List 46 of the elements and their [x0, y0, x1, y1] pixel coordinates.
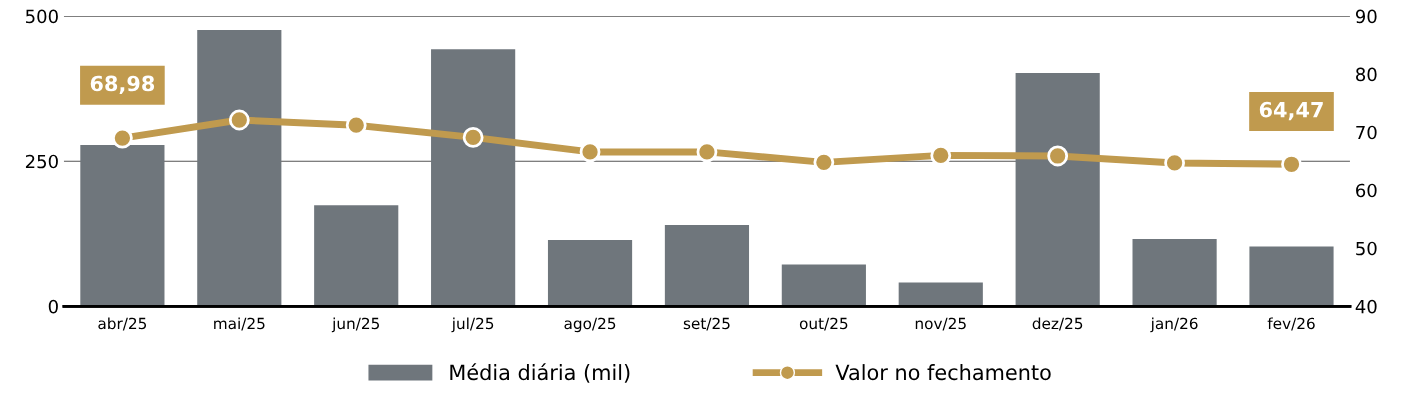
bar: [547, 240, 633, 307]
x-tick-label: ago/25: [564, 317, 616, 333]
legend-label: Valor no fechamento: [835, 364, 1051, 381]
legend-label: Média diária (mil): [450, 363, 630, 383]
bar: [1132, 238, 1217, 307]
bar: [781, 264, 866, 307]
y2-tick-label: 90: [1355, 9, 1377, 24]
x-tick-label: mai/25: [214, 317, 265, 331]
point: [579, 141, 601, 163]
y2-tick-label: 60: [1356, 183, 1377, 198]
x-tick-label: jun/25: [331, 317, 379, 333]
x-tick-label: nov/25: [915, 317, 966, 331]
point: [930, 144, 952, 166]
y-tick-label: 500: [26, 9, 58, 24]
x-tick-label: fev/26: [1267, 317, 1315, 331]
x-tick-label: dez/25: [1032, 317, 1083, 331]
y2-tick-label: 70: [1356, 125, 1377, 140]
x-tick-label: out/25: [799, 317, 848, 331]
data-label: 68,98: [90, 75, 155, 95]
bar: [314, 205, 399, 307]
x-tick-label: jan/26: [1150, 317, 1198, 333]
bar: [1249, 246, 1334, 307]
data-label: 64,47: [1259, 101, 1323, 121]
point: [813, 151, 835, 173]
point: [696, 141, 718, 163]
bar: [431, 49, 516, 307]
point: [462, 126, 484, 148]
y2-tick-label: 50: [1356, 241, 1377, 256]
x-tick-label: jul/25: [451, 317, 494, 333]
point: [1164, 152, 1185, 174]
y2-tick-label: 40: [1355, 299, 1377, 314]
bar: [664, 225, 750, 307]
point: [1047, 145, 1069, 167]
y-tick-label: 0: [48, 299, 58, 314]
point: [345, 114, 367, 136]
bar: [197, 30, 282, 307]
y-tick-label: 250: [25, 154, 58, 169]
x-tick-label: set/25: [683, 317, 730, 331]
y2-tick-label: 80: [1356, 67, 1377, 82]
point: [228, 109, 250, 131]
bar: [898, 282, 983, 307]
point: [1281, 153, 1302, 175]
bar: [80, 144, 165, 307]
bar: [1015, 72, 1100, 307]
point: [111, 127, 133, 149]
x-tick-label: abr/25: [98, 317, 147, 331]
